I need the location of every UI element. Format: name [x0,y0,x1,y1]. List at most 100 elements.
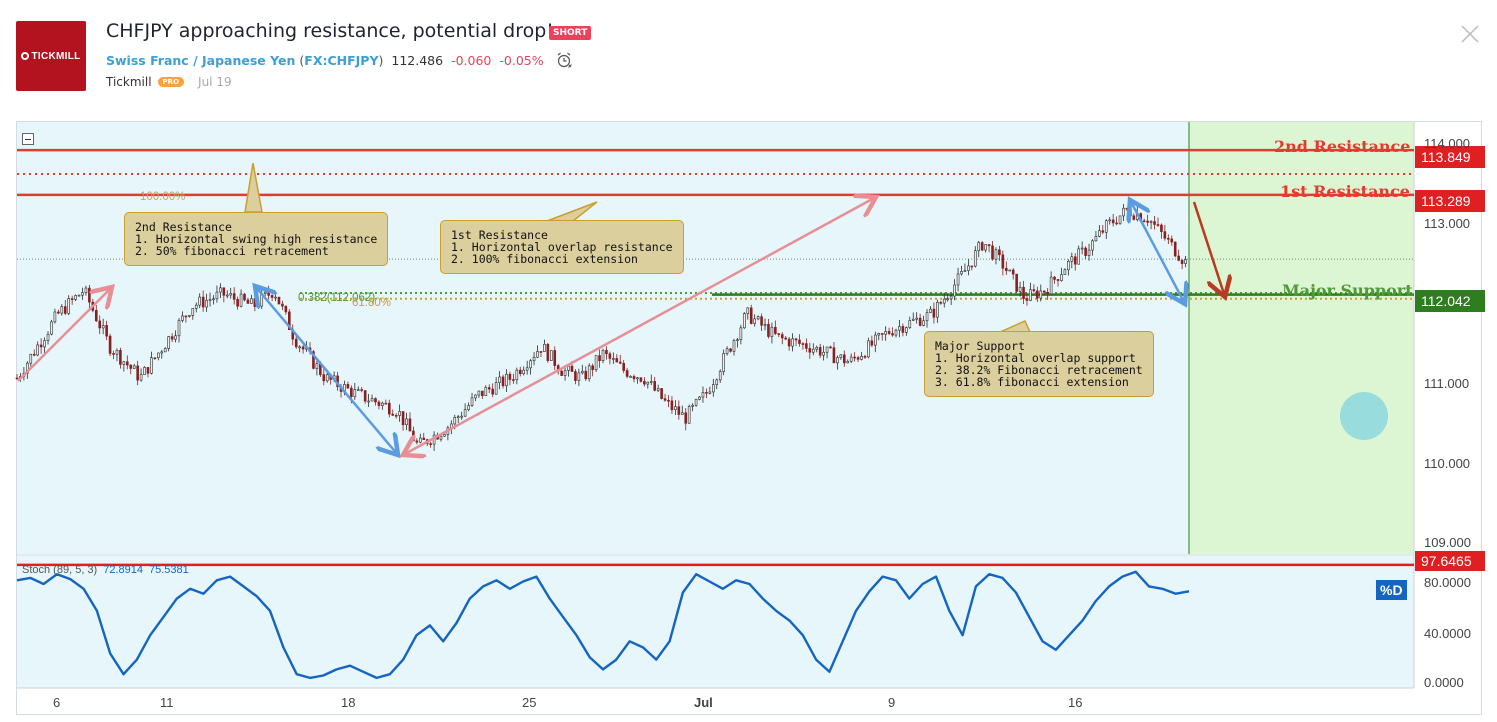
candle-body-28 [112,353,115,355]
candle-body-257 [901,326,905,333]
candle-body-229 [805,343,808,349]
logo-mark-icon [21,52,30,60]
candle-body-51 [191,308,195,316]
y-tick-110: 110.000 [1424,456,1471,471]
candle-body-222 [780,334,784,339]
candle-body-25 [101,325,105,329]
candle-body-215 [756,316,760,320]
candle-body-213 [749,307,753,324]
candle-body-303 [1060,274,1063,281]
candle-body-46 [174,335,177,340]
candle-body-286 [1001,254,1005,269]
candle-body-139 [494,382,498,395]
close-icon[interactable] [1460,24,1480,44]
symbol-ticker-link[interactable]: (FX:CHFJPY) [299,52,384,68]
alarm-clock-icon[interactable] [556,52,572,68]
candle-body-41 [157,352,160,359]
candle-body-329 [1149,221,1153,223]
candle-body-216 [760,316,763,326]
logo-text: TICKMILL [21,51,80,62]
candle-body-49 [184,315,188,318]
candle-body-259 [908,320,912,328]
price-tag-113289: 113.289 [1415,190,1485,212]
candle-body-233 [818,347,822,356]
candle-body-203 [715,379,719,385]
candle-body-336 [1173,241,1177,257]
stoch-d-line [16,570,1190,680]
candle-body-270 [946,298,950,301]
candle-body-250 [877,333,881,336]
candle-body-332 [1160,224,1163,232]
y-tick-111: 111.000 [1424,376,1470,391]
candle-body-319 [1115,222,1118,225]
candle-body-271 [949,295,953,300]
candle-body-284 [994,249,998,260]
candle-body-238 [836,357,839,364]
note-major-support[interactable]: Major Support 1. Horizontal overlap supp… [924,331,1154,397]
candle-body-35 [136,365,139,381]
note-first-resistance[interactable]: 1st Resistance 1. Horizontal overlap res… [440,220,684,274]
tickmill-logo[interactable]: TICKMILL [16,21,86,91]
candle-body-21 [88,287,91,303]
candle-body-172 [608,353,612,359]
idea-title: CHFJPY approaching resistance, potential… [106,20,554,42]
fib-382-label: 0.382(112.062) [298,292,376,304]
symbol-change: -0.060 [451,52,492,68]
candle-body-61 [225,294,229,297]
candle-body-316 [1104,220,1108,233]
arrow-target [1192,201,1225,297]
candle-body-244 [856,357,860,360]
candle-body-277 [970,265,974,268]
candle-body-263 [922,320,925,326]
note-second-resistance[interactable]: 2nd Resistance 1. Horizontal swing high … [124,212,389,266]
candle-body-255 [894,329,898,336]
candle-body-143 [508,373,512,380]
candle-body-151 [536,351,539,358]
candle-body-58 [215,291,219,300]
stoch-tick-80: 80.0000 [1424,575,1471,590]
candle-body-267 [936,302,939,318]
candle-body-31 [122,361,126,365]
candle-body-184 [649,381,653,383]
candle-body-175 [618,361,622,364]
candle-body-299 [1046,291,1049,295]
candle-body-99 [356,389,360,391]
candle-body-302 [1056,279,1060,281]
pro-badge: PRO [157,77,185,87]
candle-body-158 [560,370,563,376]
candle-body-258 [905,327,908,333]
candle-body-179 [632,376,636,380]
candle-body-273 [956,273,960,286]
candle-body-110 [394,415,398,417]
candle-body-32 [126,361,129,366]
candle-body-217 [763,323,767,326]
candle-body-312 [1091,240,1094,251]
candle-body-112 [401,411,405,426]
candle-body-150 [532,356,536,362]
short-badge: SHORT [549,26,592,40]
candle-body-177 [625,370,629,377]
candle-body-202 [712,384,715,393]
candle-body-113 [405,418,408,426]
candle-body-236 [829,346,832,349]
candle-body-328 [1146,220,1149,223]
candle-body-77 [281,303,284,307]
candle-body-289 [1011,269,1015,275]
author-line: Tickmill PRO Jul 19 [106,75,232,89]
collapse-legend-button[interactable] [22,133,34,145]
candle-body-185 [653,381,657,391]
candle-body-134 [477,390,481,396]
candle-body-269 [942,298,946,304]
candle-body-66 [243,293,246,301]
candle-body-133 [474,394,477,399]
arrow-up-2 [403,197,876,455]
candle-body-117 [419,437,422,443]
author-name[interactable]: Tickmill [106,75,152,89]
candle-body-120 [429,443,432,445]
candle-body-182 [643,381,646,385]
candle-body-15 [67,298,71,314]
candle-body-334 [1167,237,1170,240]
candle-body-192 [677,406,681,415]
candle-body-305 [1067,261,1070,271]
symbol-name-link[interactable]: Swiss Franc / Japanese Yen [106,52,296,68]
